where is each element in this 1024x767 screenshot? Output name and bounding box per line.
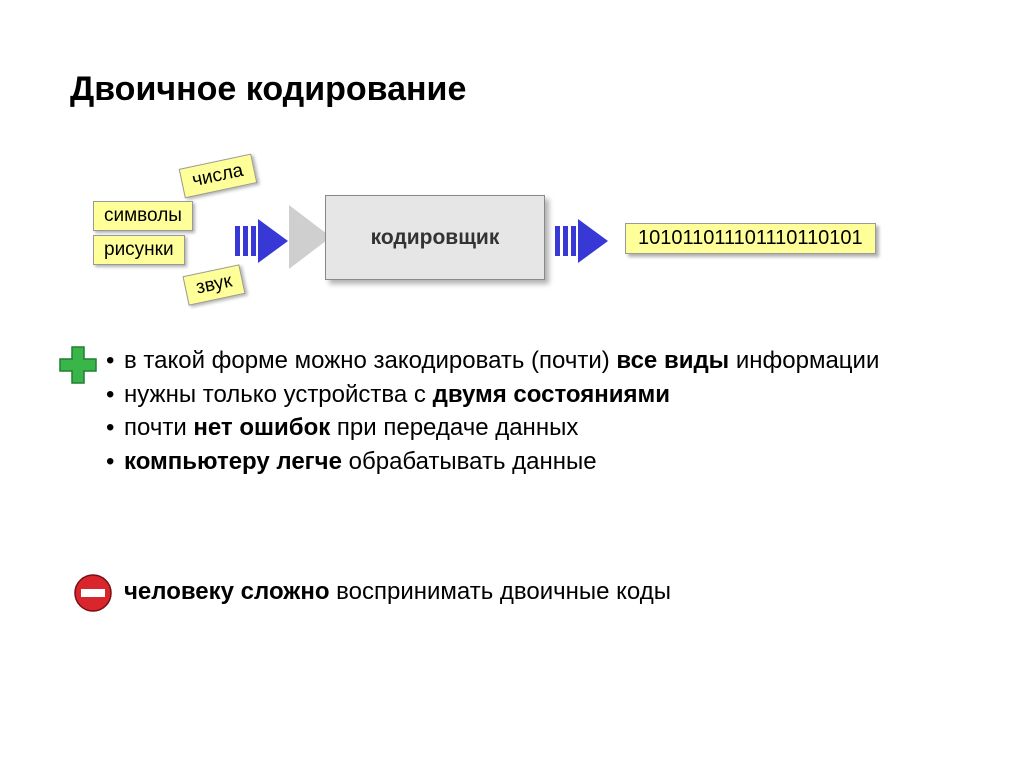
arrow-in-icon: [235, 219, 288, 263]
input-tag-sound: звук: [183, 264, 246, 305]
binary-output: 101011011101110110101: [625, 223, 876, 254]
text: нужны только устройства с: [124, 381, 433, 408]
input-tag-numbers: числа: [179, 154, 257, 199]
text: воспринимать двоичные коды: [329, 578, 671, 605]
text: при передаче данных: [330, 414, 578, 441]
text-bold: двумя состояниями: [433, 381, 670, 408]
encoder-box: кодировщик: [325, 195, 545, 280]
plus-icon: [58, 345, 98, 385]
page-title: Двоичное кодирование: [70, 70, 466, 109]
text-bold: компьютеру легче: [124, 448, 342, 475]
text-bold: человеку сложно: [124, 578, 329, 605]
list-item: • почти нет ошибок при передаче данных: [106, 411, 879, 445]
input-tag-symbols: символы: [93, 201, 193, 231]
disadvantage-text: человеку сложно воспринимать двоичные ко…: [124, 578, 671, 606]
text-bold: нет ошибок: [193, 414, 330, 441]
list-item: • компьютеру легче обрабатывать данные: [106, 445, 879, 479]
advantages-list: • в такой форме можно закодировать (почт…: [106, 344, 879, 478]
text-bold: все виды: [616, 347, 729, 374]
text: в такой форме можно закодировать (почти): [124, 347, 616, 374]
input-tag-drawings: рисунки: [93, 235, 185, 265]
list-item: • в такой форме можно закодировать (почт…: [106, 344, 879, 378]
text: обрабатывать данные: [342, 448, 597, 475]
arrow-out-icon: [555, 219, 608, 263]
list-item: • нужны только устройства с двумя состоя…: [106, 378, 879, 412]
minus-icon: [73, 573, 113, 613]
text: информации: [729, 347, 879, 374]
text: почти: [124, 414, 193, 441]
encoding-diagram: числа символы рисунки звук кодировщик 10…: [75, 155, 955, 325]
